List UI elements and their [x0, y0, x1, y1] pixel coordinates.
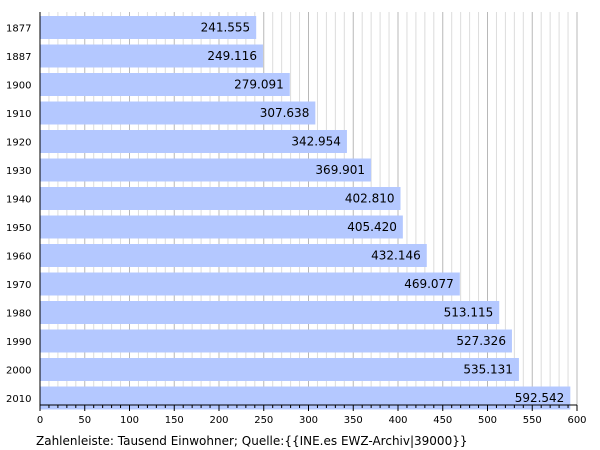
category-label-2000: 2000: [6, 366, 31, 377]
data-label-2000: 535.131: [463, 363, 513, 377]
bar-1950: [40, 215, 403, 239]
bar-1970: [40, 272, 460, 296]
data-label-1980: 513.115: [444, 306, 494, 320]
x-tick-label-200: 200: [209, 415, 228, 426]
category-label-2010: 2010: [6, 394, 31, 405]
data-label-1960: 432.146: [371, 249, 421, 263]
data-label-1950: 405.420: [347, 220, 397, 234]
x-tick-label-550: 550: [523, 415, 542, 426]
x-tick-label-400: 400: [388, 415, 407, 426]
x-tick-label-150: 150: [165, 415, 184, 426]
y-axis-category-labels: 1877 1887 1900 1910 1920 1930 1940 1950 1960 1970…: [6, 24, 31, 406]
data-label-1940: 402.810: [345, 192, 395, 206]
data-label-1970: 469.077: [404, 277, 454, 291]
category-label-1877: 1877: [6, 24, 31, 35]
data-label-1910: 307.638: [260, 106, 310, 120]
category-label-1910: 1910: [6, 109, 31, 120]
x-axis: 0 50 100 150 200 250 300 350 400 450 500 550 600: [37, 12, 587, 426]
bar-1910: [40, 101, 316, 125]
data-label-2010: 592.542: [515, 391, 565, 405]
bar-1887: [40, 44, 263, 68]
bar-2000: [40, 358, 519, 381]
category-label-1950: 1950: [6, 223, 31, 234]
category-label-1940: 1940: [6, 195, 31, 206]
data-label-1990: 527.326: [456, 334, 506, 348]
category-label-1970: 1970: [6, 280, 31, 291]
x-tick-label-450: 450: [433, 415, 452, 426]
bar-1960: [40, 244, 427, 267]
x-tick-label-0: 0: [37, 415, 43, 426]
x-tick-label-100: 100: [120, 415, 139, 426]
x-tick-label-300: 300: [299, 415, 318, 426]
bar-1980: [40, 301, 500, 324]
category-label-1900: 1900: [6, 81, 31, 92]
x-tick-label-350: 350: [344, 415, 363, 426]
bar-1990: [40, 329, 512, 353]
category-label-1960: 1960: [6, 252, 31, 263]
bar-2010: [40, 386, 571, 410]
data-label-1887: 249.116: [207, 49, 257, 63]
category-label-1930: 1930: [6, 166, 31, 177]
category-label-1887: 1887: [6, 52, 31, 63]
data-label-1920: 342.954: [291, 135, 341, 149]
bar-1930: [40, 158, 372, 182]
category-label-1980: 1980: [6, 309, 31, 320]
bar-1900: [40, 73, 290, 96]
chart-caption: Zahlenleiste: Tausend Einwohner; Quelle:…: [36, 434, 468, 448]
x-tick-label-250: 250: [254, 415, 273, 426]
bar-1877: [40, 16, 257, 39]
bars: 241.555 249.116 279.091 307.638 342.954 369.9…: [40, 16, 571, 410]
category-label-1990: 1990: [6, 337, 31, 348]
x-tick-label-600: 600: [567, 415, 586, 426]
data-label-1900: 279.091: [234, 78, 284, 92]
bar-1940: [40, 187, 401, 210]
x-tick-label-50: 50: [78, 415, 91, 426]
x-tick-label-500: 500: [478, 415, 497, 426]
bar-1920: [40, 130, 347, 153]
data-label-1877: 241.555: [201, 21, 251, 35]
category-label-1920: 1920: [6, 138, 31, 149]
data-label-1930: 369.901: [315, 163, 365, 177]
